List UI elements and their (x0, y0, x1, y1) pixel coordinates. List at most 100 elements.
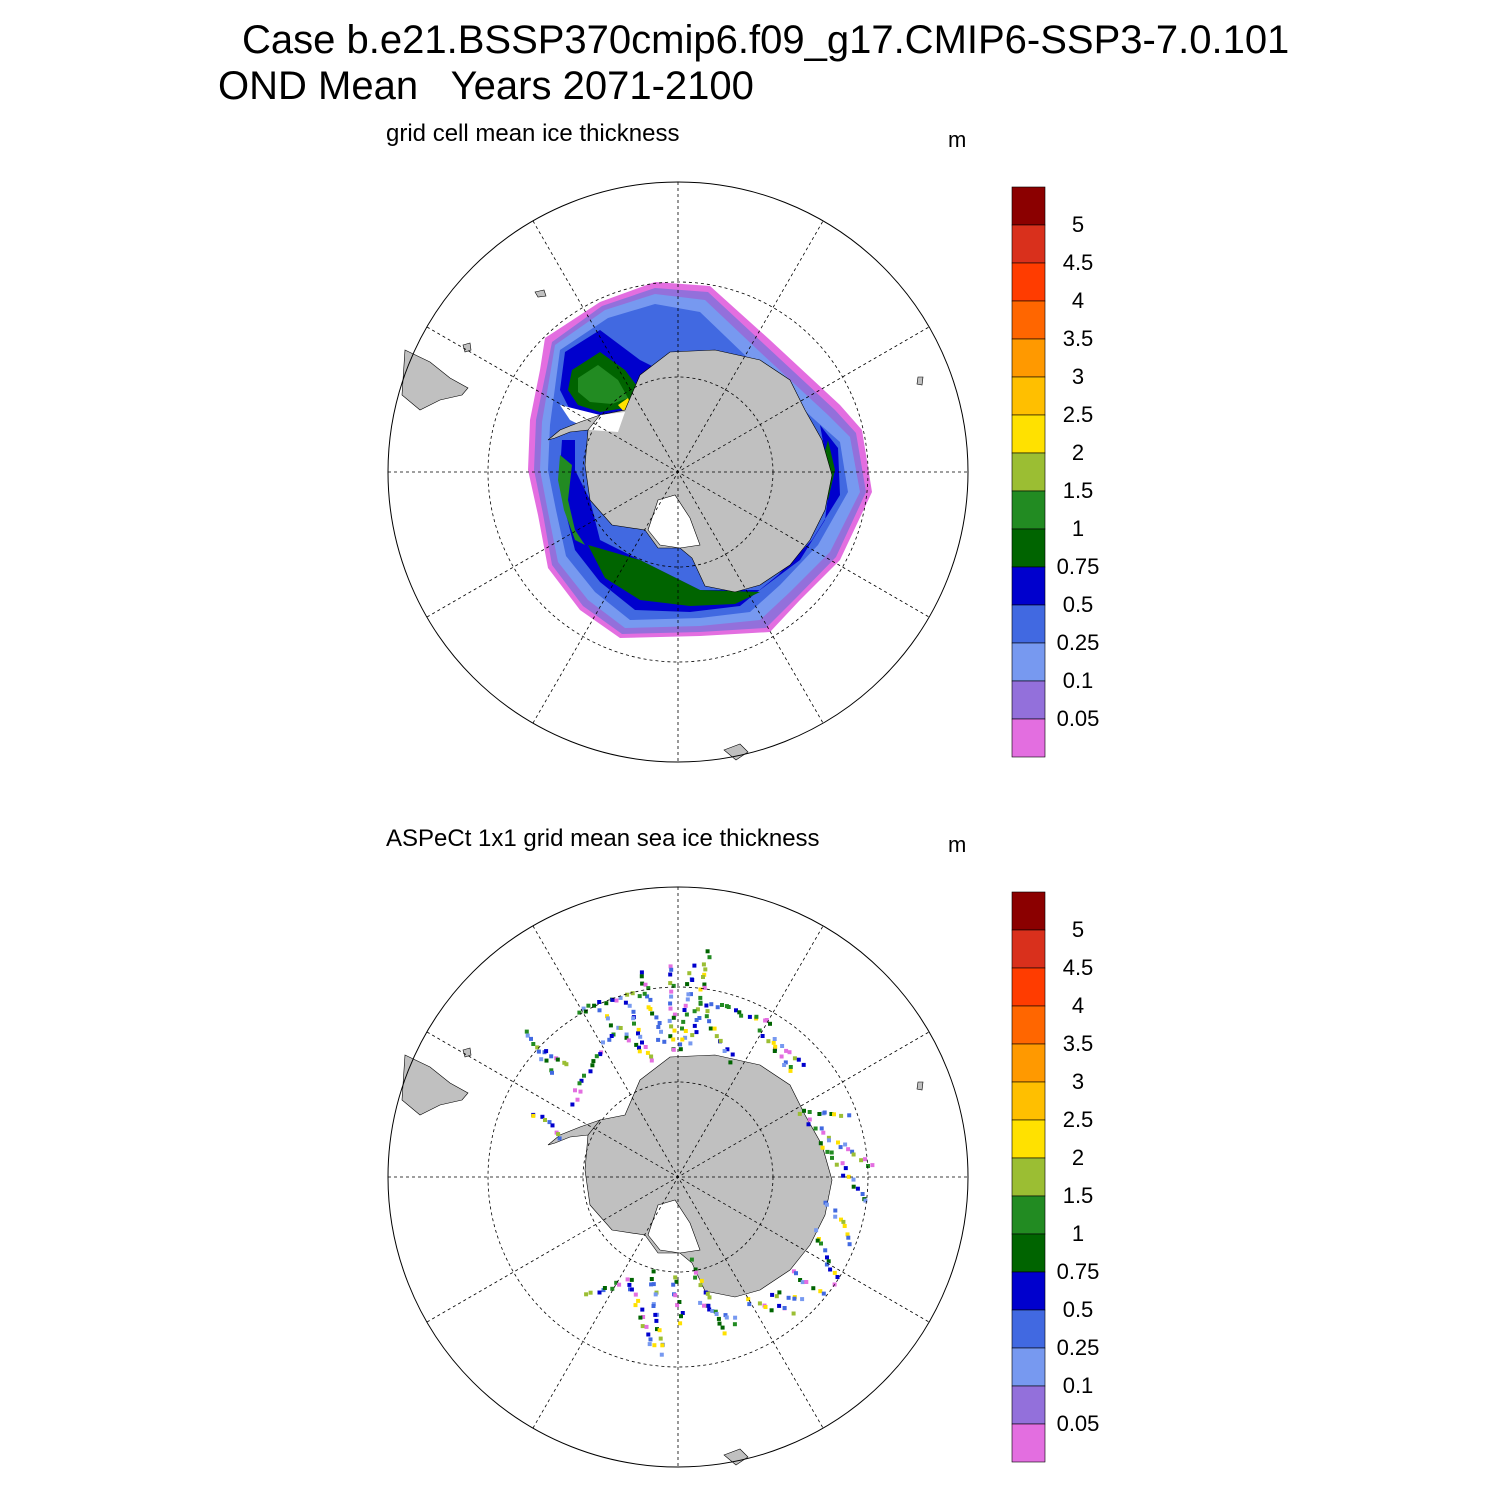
track-sample (842, 1224, 847, 1228)
colorbar-label: 5 (1071, 212, 1085, 237)
track-sample (651, 1269, 656, 1274)
track-sample (617, 1282, 622, 1287)
track-sample (851, 1177, 856, 1182)
colorbar-swatch (1011, 338, 1046, 378)
track-sample (668, 964, 673, 969)
track-sample (703, 1290, 708, 1295)
track-sample (707, 1295, 712, 1300)
track-sample (690, 978, 695, 982)
track-sample (818, 1141, 823, 1146)
track-sample (791, 1269, 796, 1274)
track-sample (564, 1062, 569, 1067)
colorbar-label: 0.1 (1062, 668, 1094, 693)
track-sample (830, 1155, 834, 1160)
track-sample (746, 1297, 751, 1302)
track-sample (774, 1294, 779, 1299)
colorbar-swatch (1011, 376, 1046, 416)
track-sample (829, 1112, 834, 1116)
track-sample (847, 1113, 852, 1118)
colorbar-label: 3.5 (1062, 326, 1094, 351)
track-sample (680, 1311, 685, 1315)
track-sample (653, 1312, 658, 1317)
track-sample (579, 1078, 584, 1083)
track-sample (540, 1114, 545, 1119)
track-sample (573, 1088, 577, 1093)
colorbar-swatch (1011, 718, 1046, 758)
small-island (534, 289, 547, 298)
track-sample (643, 982, 648, 987)
track-sample (794, 1271, 798, 1276)
track-sample (702, 972, 707, 977)
track-sample (686, 992, 691, 997)
track-sample (692, 1009, 697, 1014)
track-sample (770, 1292, 775, 1297)
colorbar-swatch (1011, 1347, 1046, 1387)
colorbar-label: 0.05 (1056, 1411, 1100, 1436)
track-sample (722, 1331, 727, 1336)
track-sample (733, 1315, 738, 1320)
track-sample (650, 1011, 655, 1016)
track-sample (575, 1097, 580, 1102)
track-sample (646, 986, 651, 991)
track-sample (851, 1184, 856, 1189)
track-sample (680, 1026, 684, 1031)
track-sample (577, 1081, 582, 1086)
track-sample (531, 1113, 536, 1118)
track-sample (701, 975, 705, 979)
track-sample (747, 1014, 752, 1019)
track-sample (592, 1003, 597, 1008)
track-sample (539, 1057, 544, 1062)
track-sample (782, 1063, 787, 1067)
track-sample (707, 1019, 712, 1024)
track-sample (763, 1305, 768, 1309)
antarctica-landmass (584, 349, 833, 593)
track-sample (669, 994, 674, 999)
panel1-units: m (948, 127, 967, 152)
track-sample (788, 1065, 793, 1069)
track-sample (674, 1279, 679, 1284)
track-sample (791, 1311, 796, 1316)
colorbar-label: 2.5 (1062, 402, 1094, 427)
track-sample (584, 1292, 589, 1297)
track-sample (668, 1006, 673, 1011)
track-sample (625, 1277, 630, 1282)
colorbar-swatch (1011, 1309, 1046, 1349)
track-sample (671, 1037, 676, 1042)
track-sample (788, 1068, 793, 1073)
track-sample (555, 1057, 560, 1062)
panel2-colorbar (1011, 891, 1046, 1463)
track-sample (649, 1058, 654, 1063)
track-sample (627, 1003, 632, 1008)
track-sample (702, 1303, 706, 1308)
track-sample (725, 1047, 730, 1052)
track-sample (722, 1049, 727, 1053)
track-sample (836, 1140, 840, 1145)
track-sample (838, 1145, 843, 1150)
track-sample (822, 1110, 827, 1115)
track-sample (800, 1297, 805, 1302)
track-sample (602, 1286, 607, 1290)
colorbar-label: 2 (1071, 1145, 1085, 1170)
track-sample (847, 1242, 852, 1247)
track-sample (627, 1282, 632, 1287)
track-sample (714, 1312, 719, 1316)
track-sample (656, 1025, 661, 1029)
track-sample (671, 983, 676, 988)
track-sample (841, 1219, 846, 1224)
track-sample (780, 1044, 785, 1048)
track-sample (716, 1316, 721, 1321)
track-sample (646, 1332, 651, 1337)
track-sample (631, 1016, 636, 1021)
track-sample (669, 1024, 674, 1029)
track-sample (800, 1280, 805, 1285)
track-sample (662, 1039, 667, 1044)
track-sample (826, 1259, 831, 1264)
track-sample (819, 1126, 824, 1131)
track-sample (524, 1029, 529, 1034)
track-sample (669, 967, 674, 972)
colorbar-label: 1.5 (1062, 1183, 1094, 1208)
track-sample (772, 1049, 777, 1053)
track-sample (525, 1033, 530, 1038)
colorbar-label: 5 (1071, 917, 1085, 942)
colorbar-label: 4 (1071, 288, 1085, 313)
